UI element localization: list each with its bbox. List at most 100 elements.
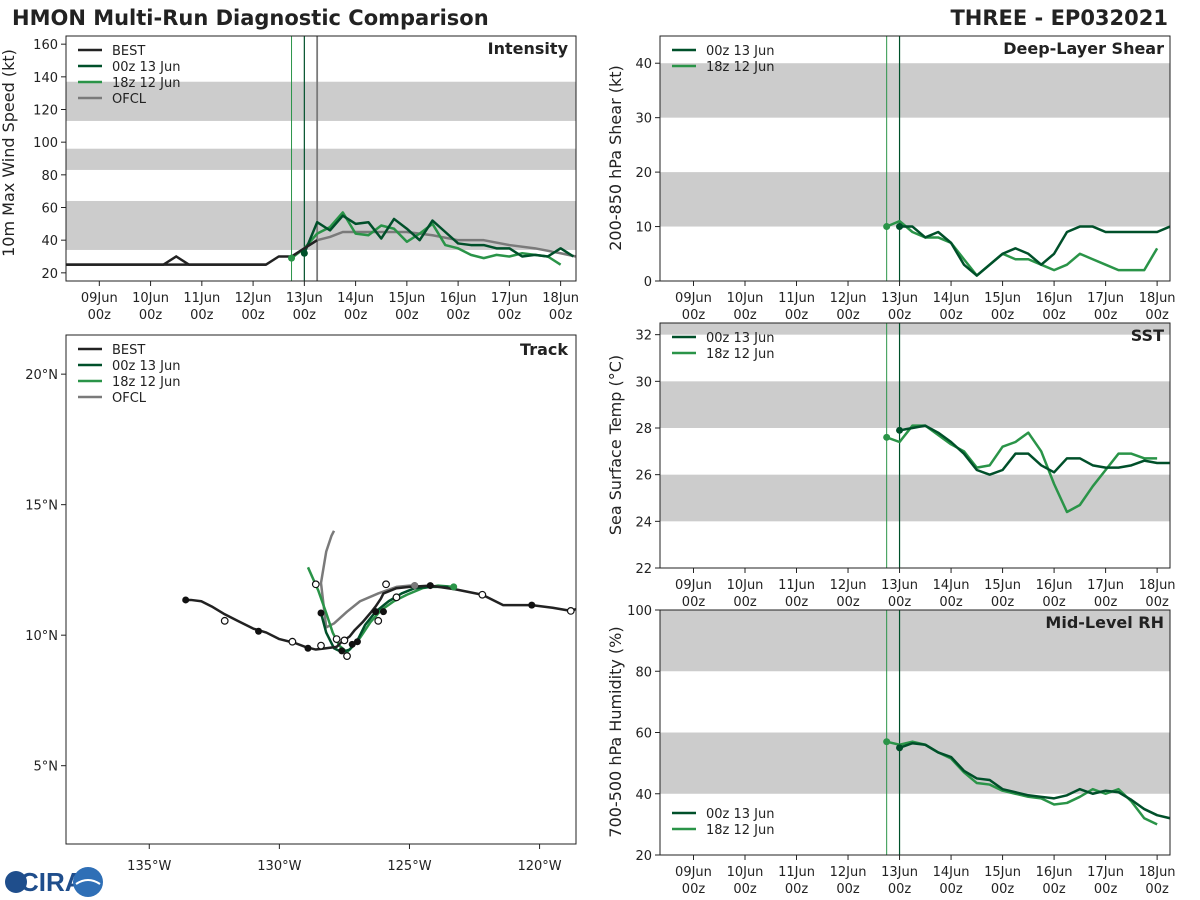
intensity-title: Intensity: [488, 39, 569, 58]
sst-xtick-day: 10Jun: [727, 578, 764, 593]
rh-xtick-day: 11Jun: [778, 865, 815, 880]
track-best-point-open: [343, 652, 351, 660]
rh-xtick-hour: 00z: [1042, 882, 1066, 897]
track-ofcl-start-marker: [411, 582, 419, 590]
intensity-xtick-hour: 00z: [498, 308, 522, 323]
shear-xtick-day: 14Jun: [933, 291, 970, 306]
sst-ytick-label: 24: [635, 515, 652, 530]
intensity-frame: [65, 35, 577, 282]
sst-xtick-hour: 00z: [836, 595, 860, 610]
intensity-xtick-day: 09Jun: [81, 291, 118, 306]
sst-xtick-day: 17Jun: [1087, 578, 1124, 593]
intensity-panel: 20 40 60 80 100 120 140 160 09Jun 00z 10Jun 00z 11Ju…: [0, 35, 579, 323]
intensity-xtick-hour: 00z: [190, 308, 214, 323]
shear-series-line: [886, 219, 1159, 277]
shear-ytick-label: 10: [635, 221, 652, 236]
track-best-point-filled: [304, 644, 312, 652]
shear-ytick-label: 20: [635, 166, 652, 181]
rh-xtick-hour: 00z: [1094, 882, 1118, 897]
shear-xtick-hour: 00z: [836, 308, 860, 323]
intensity-ytick-label: 80: [41, 169, 58, 184]
track-line-ofcl: [319, 530, 415, 629]
sst-xtick-hour: 00z: [1042, 595, 1066, 610]
sst-frame: [659, 322, 1171, 569]
sst-band: [660, 381, 1170, 428]
intensity-ytick-label: 140: [33, 71, 58, 86]
shear-xtick-day: 15Jun: [984, 291, 1021, 306]
track-best-point-open: [566, 607, 575, 615]
track-legend-label: OFCL: [112, 391, 147, 406]
sst-xtick-day: 14Jun: [933, 578, 970, 593]
rh-xtick-day: 13Jun: [881, 865, 918, 880]
logo-emblem-icon: [73, 867, 103, 897]
track-ytick-label: 10°N: [25, 629, 58, 644]
shear-ytick-label: 40: [635, 57, 652, 72]
intensity-xtick-hour: 00z: [139, 308, 163, 323]
track-best-point-open: [374, 616, 383, 625]
shear-xtick-hour: 00z: [733, 308, 757, 323]
shear-band: [660, 172, 1170, 227]
track-best-point-open: [392, 593, 401, 602]
rh-ytick-label: 20: [635, 849, 652, 864]
track-best-point-filled: [182, 596, 190, 604]
intensity-xtick-day: 13Jun: [286, 291, 323, 306]
track-18z-start-marker: [450, 583, 458, 591]
intensity-ylabel: 10m Max Wind Speed (kt): [0, 49, 18, 257]
shear-xtick-hour: 00z: [888, 308, 912, 323]
track-best-point-filled: [353, 638, 361, 646]
intensity-xtick-hour: 00z: [344, 308, 368, 323]
intensity-xtick-day: 17Jun: [491, 291, 528, 306]
track-xtick-label: 120°W: [517, 859, 561, 874]
shear-legend-label: 18z 12 Jun: [706, 60, 775, 75]
track-ytick-label: 20°N: [25, 368, 58, 383]
sst-xtick-hour: 00z: [733, 595, 757, 610]
track-xtick-label: 130°W: [257, 859, 301, 874]
rh-xtick-day: 12Jun: [830, 865, 867, 880]
shear-xtick-hour: 00z: [1042, 308, 1066, 323]
track-best-point-filled: [255, 627, 263, 635]
intensity-xtick-day: 11Jun: [183, 291, 220, 306]
sst-ytick-label: 22: [635, 562, 652, 577]
rh-xtick-day: 18Jun: [1139, 865, 1176, 880]
logo-globe-icon: [5, 871, 27, 893]
shear-xtick-day: 10Jun: [727, 291, 764, 306]
shear-ytick-label: 0: [644, 275, 652, 290]
sst-ylabel: Sea Surface Temp (°C): [606, 355, 625, 535]
track-legend-label: BEST: [112, 343, 145, 358]
intensity-series-line: [66, 239, 318, 266]
intensity-ytick-label: 120: [33, 104, 58, 119]
intensity-xtick-day: 16Jun: [440, 291, 477, 306]
intensity-series-line: [303, 214, 575, 258]
rh-band: [660, 610, 1170, 672]
sst-xtick-hour: 00z: [991, 595, 1015, 610]
rh-ytick-label: 100: [627, 604, 652, 619]
shear-xtick-hour: 00z: [1094, 308, 1118, 323]
track-best-point-filled: [338, 647, 346, 655]
sst-band: [660, 474, 1170, 522]
sst-panel: 22 24 26 28 30 32 09Jun 00z 10Jun 00z 11Jun 00z 12Ju…: [606, 322, 1176, 610]
intensity-legend-label: 00z 13 Jun: [112, 60, 181, 75]
intensity-xtick-hour: 00z: [549, 308, 573, 323]
track-best-point-open: [288, 637, 297, 646]
intensity-xtick-day: 10Jun: [132, 291, 169, 306]
shear-legend-label: 00z 13 Jun: [706, 44, 775, 59]
shear-xtick-day: 09Jun: [675, 291, 712, 306]
rh-ytick-label: 60: [635, 727, 652, 742]
track-xtick-label: 125°W: [387, 859, 431, 874]
shear-xtick-day: 13Jun: [881, 291, 918, 306]
track-best-point-filled: [372, 608, 380, 616]
track-line-best: [185, 584, 577, 651]
rh-xtick-hour: 00z: [733, 882, 757, 897]
sst-xtick-day: 11Jun: [778, 578, 815, 593]
track-best-point-filled: [348, 640, 356, 648]
intensity-xtick-hour: 00z: [241, 308, 265, 323]
intensity-ytick-label: 20: [41, 267, 58, 282]
rh-xtick-hour: 00z: [991, 882, 1015, 897]
shear-xtick-day: 16Jun: [1036, 291, 1073, 306]
intensity-ytick-label: 60: [41, 202, 58, 217]
track-best-point-open: [478, 590, 487, 599]
sst-xtick-hour: 00z: [785, 595, 809, 610]
track-xtick-label: 135°W: [127, 859, 171, 874]
rh-init-marker: [883, 738, 891, 746]
shear-series-line: [899, 225, 1171, 277]
